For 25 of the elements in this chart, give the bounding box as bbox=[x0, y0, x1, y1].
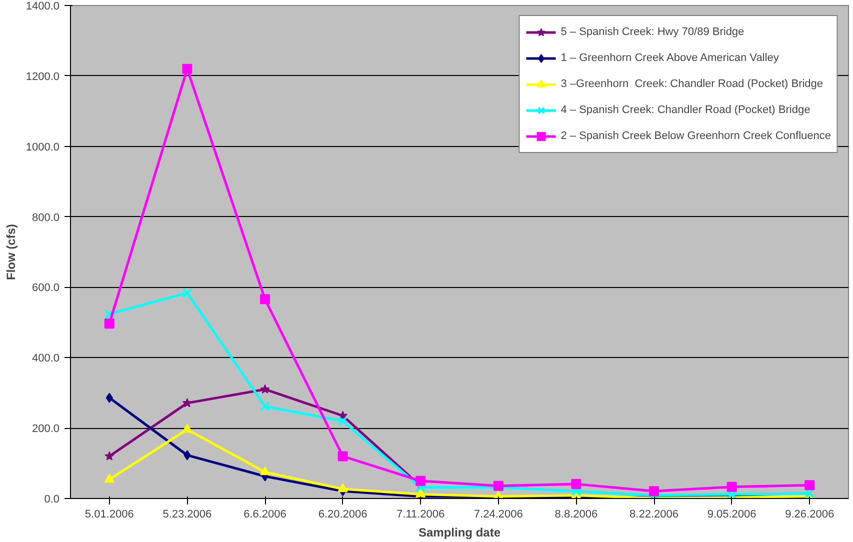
x-tick-label: 6.20.2006 bbox=[318, 508, 368, 520]
x-tick-label: 5.23.2006 bbox=[162, 508, 212, 520]
y-tick-label: 1200.0 bbox=[26, 70, 60, 83]
x-tick-label: 7.24.2006 bbox=[474, 508, 523, 520]
x-tick-label: 9.05.2006 bbox=[707, 508, 756, 520]
legend-label: 4 – Spanish Creek: Chandler Road (Pocket) Bridge bbox=[560, 104, 810, 116]
legend-label: 2 – Spanish Creek Below Greenhorn Creek Confluence bbox=[560, 130, 831, 142]
y-tick-label: 800.0 bbox=[32, 212, 60, 224]
y-tick-label: 0.0 bbox=[44, 494, 60, 506]
y-tick-label: 600.0 bbox=[32, 282, 60, 294]
legend-label: 3 –Greenhorn Creek: Chandler Road (Pocket) Bridge bbox=[560, 78, 824, 90]
x-tick-label: 6.6.2006 bbox=[244, 508, 286, 520]
y-tick-label: 400.0 bbox=[32, 352, 60, 365]
x-tick-label: 7.11.2006 bbox=[396, 508, 445, 520]
y-tick-label: 1400.0 bbox=[26, 0, 60, 12]
x-tick-label: 8.8.2006 bbox=[554, 508, 598, 520]
y-tick-label: 200.0 bbox=[32, 423, 60, 436]
x-tick-label: 9.26.2006 bbox=[785, 508, 834, 520]
y-tick-label: 1000.0 bbox=[26, 141, 60, 154]
y-axis-title: Flow (cfs) bbox=[4, 224, 18, 280]
x-tick-label: 8.22.2006 bbox=[630, 508, 678, 520]
x-axis-title: Sampling date bbox=[418, 526, 501, 540]
legend-label: 1 – Greenhorn Creek Above American Valley bbox=[560, 52, 779, 64]
legend-label: 5 – Spanish Creek: Hwy 70/89 Bridge bbox=[560, 26, 744, 38]
x-tick-label: 5.01.2006 bbox=[84, 508, 134, 520]
